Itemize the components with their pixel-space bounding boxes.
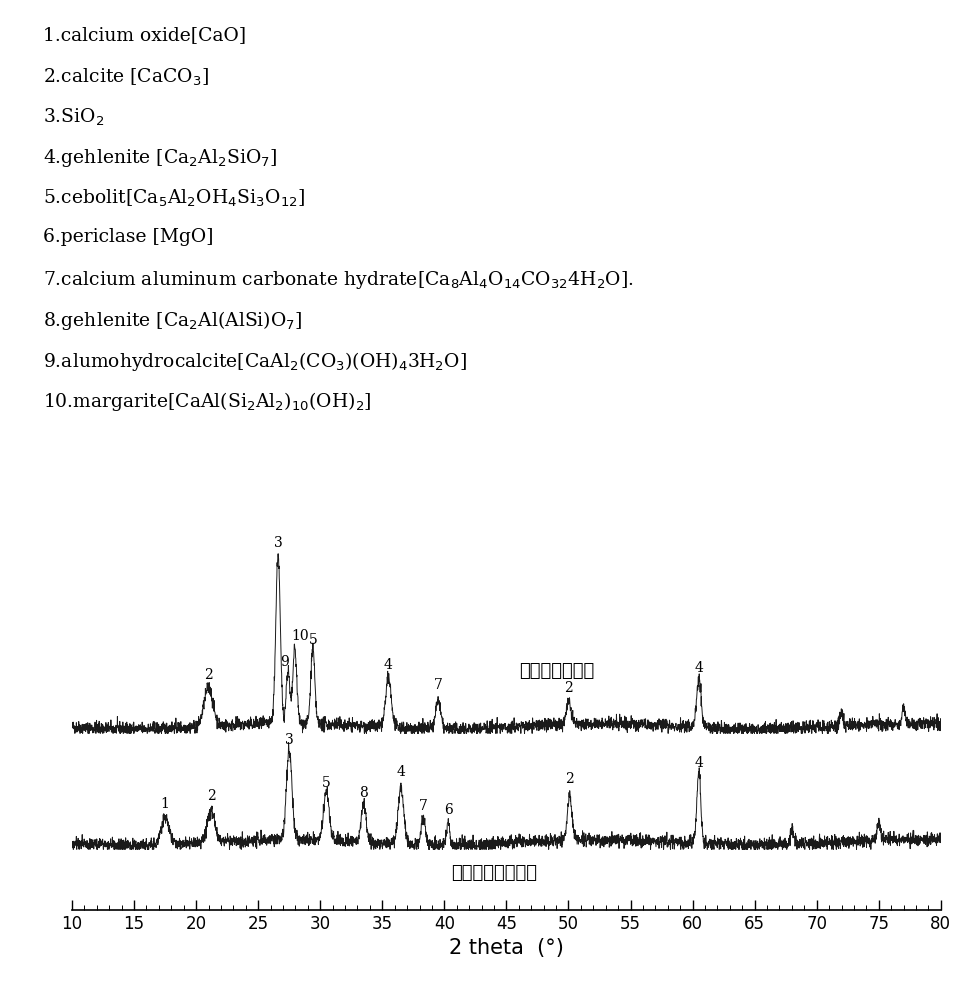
Text: 9.alumohydrocalcite[CaAl$_2$(CO$_3$)(OH)$_4$3H$_2$O]: 9.alumohydrocalcite[CaAl$_2$(CO$_3$)(OH)… bbox=[43, 350, 468, 373]
Text: 4: 4 bbox=[384, 658, 393, 672]
Text: 3.SiO$_2$: 3.SiO$_2$ bbox=[43, 107, 105, 128]
Text: 2: 2 bbox=[565, 772, 574, 786]
X-axis label: 2 theta  (°): 2 theta (°) bbox=[449, 938, 564, 958]
Text: 10.margarite[CaAl(Si$_2$Al$_2$)$_{10}$(OH)$_2$]: 10.margarite[CaAl(Si$_2$Al$_2$)$_{10}$(O… bbox=[43, 390, 372, 413]
Text: 7: 7 bbox=[434, 678, 443, 692]
Text: 未添加微生物碳化: 未添加微生物碳化 bbox=[451, 864, 537, 882]
Text: 2.calcite [CaCO$_3$]: 2.calcite [CaCO$_3$] bbox=[43, 66, 209, 88]
Text: 7: 7 bbox=[419, 799, 428, 813]
Text: 4: 4 bbox=[694, 756, 704, 770]
Text: 5: 5 bbox=[322, 776, 331, 790]
Text: 4.gehlenite [Ca$_2$Al$_2$SiO$_7$]: 4.gehlenite [Ca$_2$Al$_2$SiO$_7$] bbox=[43, 147, 277, 169]
Text: 3: 3 bbox=[274, 536, 282, 550]
Text: 6.periclase [MgO]: 6.periclase [MgO] bbox=[43, 228, 214, 246]
Text: 8: 8 bbox=[359, 786, 368, 800]
Text: 2: 2 bbox=[206, 789, 215, 803]
Text: 2: 2 bbox=[564, 681, 573, 695]
Text: 8.gehlenite [Ca$_2$Al(AlSi)O$_7$]: 8.gehlenite [Ca$_2$Al(AlSi)O$_7$] bbox=[43, 309, 302, 332]
Text: 1: 1 bbox=[160, 797, 170, 811]
Text: 7.calcium aluminum carbonate hydrate[Ca$_8$Al$_4$O$_{14}$CO$_{32}$4H$_2$O].: 7.calcium aluminum carbonate hydrate[Ca$… bbox=[43, 269, 634, 291]
Text: 5.cebolit[Ca$_5$Al$_2$OH$_4$Si$_3$O$_{12}$]: 5.cebolit[Ca$_5$Al$_2$OH$_4$Si$_3$O$_{12… bbox=[43, 188, 305, 209]
Text: 添加微生物碳化: 添加微生物碳化 bbox=[518, 662, 594, 680]
Text: 4: 4 bbox=[396, 765, 405, 779]
Text: 1.calcium oxide[CaO]: 1.calcium oxide[CaO] bbox=[43, 26, 247, 44]
Text: 5: 5 bbox=[308, 633, 317, 647]
Text: 6: 6 bbox=[444, 803, 452, 817]
Text: 4: 4 bbox=[694, 661, 704, 675]
Text: 9: 9 bbox=[280, 655, 289, 669]
Text: 2: 2 bbox=[204, 668, 213, 682]
Text: 10: 10 bbox=[291, 629, 308, 643]
Text: 3: 3 bbox=[285, 733, 294, 747]
